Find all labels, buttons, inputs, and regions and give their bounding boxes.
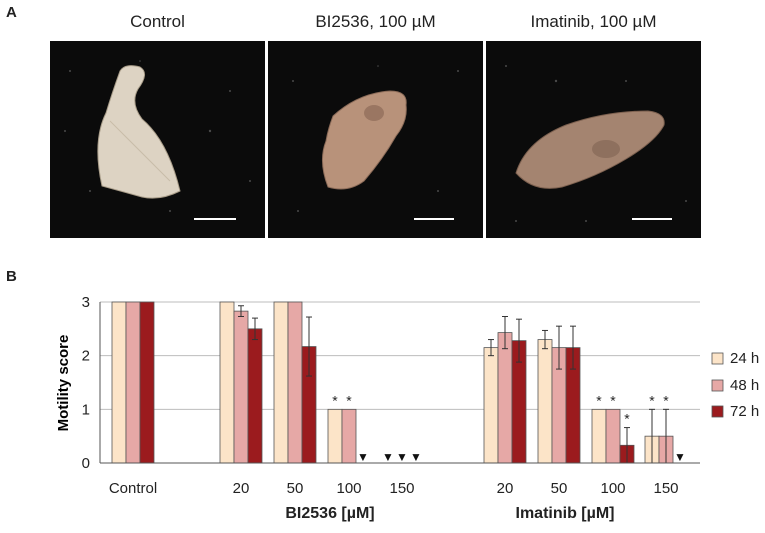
group-label-bi2536: BI2536 [µM] <box>285 505 374 522</box>
significance-asterisk: * <box>610 392 616 408</box>
panel-b-letter: B <box>6 268 17 285</box>
bar <box>327 408 343 464</box>
bar <box>233 310 249 464</box>
photo-imatinib <box>486 41 701 238</box>
x-tick-label: 20 <box>497 480 514 497</box>
bar <box>273 301 289 464</box>
significance-asterisk: * <box>596 392 602 408</box>
photo-title-control: Control <box>130 12 185 31</box>
zero-marker-triangle: ▼ <box>410 450 422 464</box>
legend-label: 72 h <box>730 403 759 420</box>
y-axis-label: Motility score <box>55 335 72 432</box>
bar <box>605 408 621 464</box>
group-label-imatinib: Imatinib [µM] <box>516 505 615 522</box>
x-tick-label: 100 <box>600 480 625 497</box>
y-tick-label: 2 <box>82 348 90 365</box>
y-tick-label: 3 <box>82 294 90 311</box>
significance-asterisk: * <box>346 392 352 408</box>
y-tick-label: 0 <box>82 455 90 472</box>
significance-asterisk: * <box>649 392 655 408</box>
zero-marker-triangle: ▼ <box>357 450 369 464</box>
panel-a-letter: A <box>6 4 17 21</box>
bar <box>219 301 235 464</box>
zero-marker-triangle: ▼ <box>674 450 686 464</box>
x-tick-label: Control <box>109 480 157 497</box>
zero-marker-triangle: ▼ <box>382 450 394 464</box>
worm-bi2536 <box>322 90 407 190</box>
legend-swatch <box>711 352 724 365</box>
significance-asterisk: * <box>663 392 669 408</box>
bar <box>591 408 607 464</box>
bar <box>497 332 513 464</box>
x-tick-label: 50 <box>551 480 568 497</box>
x-tick-label: 50 <box>287 480 304 497</box>
photo-bi2536 <box>268 41 483 238</box>
worm-control <box>97 65 181 199</box>
bar <box>125 301 141 464</box>
significance-asterisk: * <box>624 411 630 427</box>
y-tick-label: 1 <box>82 401 90 418</box>
photo-title-bi2536: BI2536, 100 µM <box>315 12 436 31</box>
bar <box>483 347 499 464</box>
x-tick-label: 100 <box>336 480 361 497</box>
x-tick-label: 150 <box>389 480 414 497</box>
bar <box>537 339 553 464</box>
x-tick-label: 20 <box>233 480 250 497</box>
legend-label: 48 h <box>730 377 759 394</box>
legend-swatch <box>711 405 724 418</box>
photo-control <box>50 41 265 238</box>
significance-asterisk: * <box>332 392 338 408</box>
zero-marker-triangle: ▼ <box>396 450 408 464</box>
bar <box>287 301 303 464</box>
x-tick-label: 150 <box>653 480 678 497</box>
bar <box>247 328 263 464</box>
bar <box>341 408 357 464</box>
photo-title-imatinib: Imatinib, 100 µM <box>530 12 657 31</box>
bar <box>111 301 127 464</box>
legend-label: 24 h <box>730 350 759 367</box>
bar <box>139 301 155 464</box>
worm-imatinib <box>515 110 665 189</box>
legend-swatch <box>711 379 724 392</box>
